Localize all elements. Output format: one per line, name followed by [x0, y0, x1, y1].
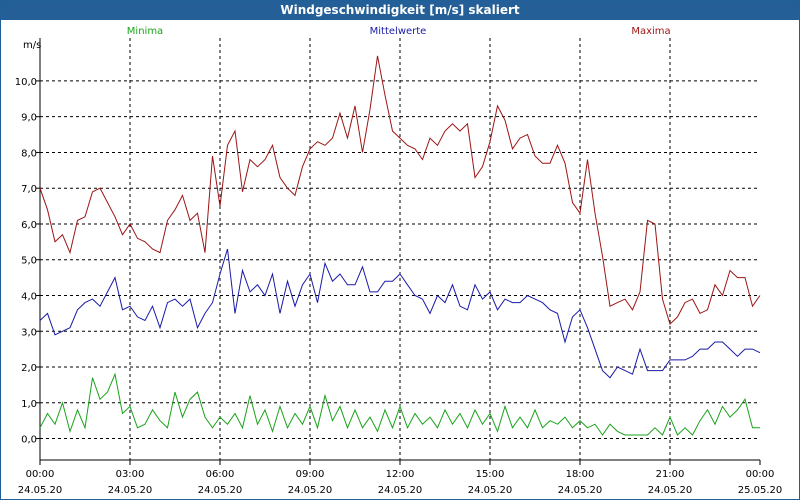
- y-tick-label: 0,0: [21, 435, 37, 446]
- grid: [40, 38, 760, 460]
- x-tick-label-date: 24.05.20: [288, 485, 333, 496]
- legend-maxima: Maxima: [631, 26, 670, 37]
- legend-mittelwerte: Mittelwerte: [370, 26, 427, 37]
- series: [39, 55, 761, 436]
- x-tick-label-time: 12:00: [386, 469, 415, 480]
- y-tick-label: 7,0: [21, 184, 37, 195]
- x-tick-label-date: 24.05.20: [648, 485, 693, 496]
- series-line-mittelwerte: [39, 248, 761, 379]
- y-tick-label: 8,0: [21, 148, 37, 159]
- x-tick-label-time: 03:00: [116, 469, 145, 480]
- y-tick-label: 4,0: [21, 291, 37, 302]
- labels: m/s Minima Mittelwerte Maxima 0,0 1,0 2,0 3…: [15, 26, 783, 496]
- x-tick-label-date: 24.05.20: [558, 485, 603, 496]
- x-tick-label-date: 25.05.20: [738, 485, 783, 496]
- x-tick-label-time: 18:00: [566, 469, 595, 480]
- y-tick-label: 9,0: [21, 113, 37, 124]
- x-tick-label-date: 24.05.20: [18, 485, 63, 496]
- x-tick-label-date: 24.05.20: [198, 485, 243, 496]
- x-tick-label-date: 24.05.20: [378, 485, 423, 496]
- y-tick-label: 5,0: [21, 256, 37, 267]
- series-line-maxima: [39, 55, 761, 326]
- y-tick-label: 6,0: [21, 220, 37, 231]
- axes: [36, 38, 761, 465]
- y-tick-label: 3,0: [21, 327, 37, 338]
- y-tick-label: 1,0: [21, 399, 37, 410]
- x-tick-label-time: 00:00: [26, 469, 55, 480]
- y-tick-label: 2,0: [21, 363, 37, 374]
- x-tick-label-date: 24.05.20: [468, 485, 513, 496]
- x-tick-label-time: 21:00: [656, 469, 685, 480]
- x-tick-label-time: 00:00: [746, 469, 775, 480]
- x-tick-label-time: 15:00: [476, 469, 505, 480]
- y-axis-label: m/s: [23, 40, 41, 51]
- y-tick-label: 10,0: [15, 77, 37, 88]
- x-tick-label-time: 09:00: [296, 469, 325, 480]
- chart-title: Windgeschwindigkeit [m/s] skaliert: [1, 1, 799, 20]
- x-tick-label-date: 24.05.20: [108, 485, 153, 496]
- x-tick-label-time: 06:00: [206, 469, 235, 480]
- series-line-minima: [39, 372, 760, 436]
- legend-minima: Minima: [127, 26, 163, 37]
